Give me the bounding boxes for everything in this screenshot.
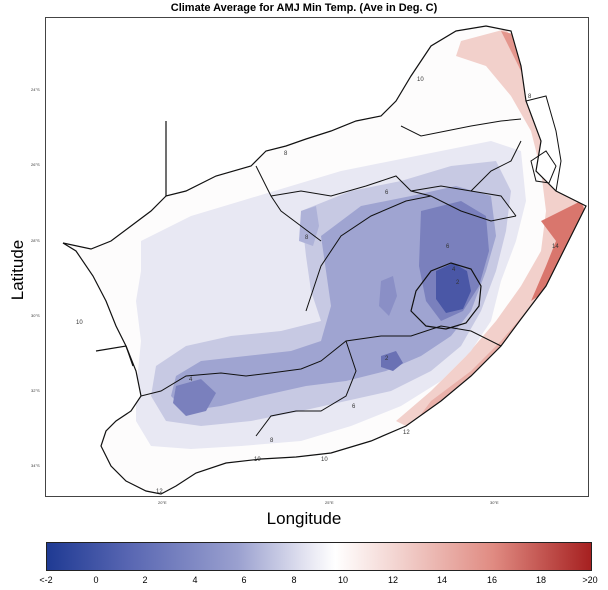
- contour-label: 2: [385, 356, 389, 362]
- contour-label: 12: [403, 430, 410, 436]
- colorbar: [46, 542, 592, 571]
- map-plot-area: 10 8 6 8 6 4 2 8 10 14 2 4 6 8 10 10 12 …: [45, 17, 589, 497]
- contour-label: 14: [552, 244, 559, 250]
- colorbar-label: >20: [582, 575, 598, 585]
- map-svg: 10 8 6 8 6 4 2 8 10 14 2 4 6 8 10 10 12 …: [62, 25, 587, 495]
- contour-label: 10: [417, 77, 424, 83]
- colorbar-label: <-2: [39, 575, 53, 585]
- contour-label: 6: [446, 244, 450, 250]
- colorbar-label: 12: [387, 575, 399, 585]
- y-tick-label: 32°S: [31, 388, 40, 393]
- contour-label: 4: [452, 267, 456, 273]
- colorbar-label: 2: [142, 575, 148, 585]
- contour-label: 8: [528, 94, 532, 100]
- colorbar-label: 6: [241, 575, 247, 585]
- x-axis-label: Longitude: [266, 509, 342, 528]
- colorbar-label: 8: [291, 575, 297, 585]
- colorbar-label: 0: [93, 575, 99, 585]
- y-axis-label: Latitude: [8, 239, 27, 301]
- colorbar-label: 16: [486, 575, 498, 585]
- contour-label: 4: [189, 377, 193, 383]
- colorbar-label: 10: [337, 575, 349, 585]
- contour-label: 8: [284, 151, 288, 157]
- y-tick-label: 26°S: [31, 162, 40, 167]
- contour-labels: 10 8 6 8 6 4 2 8 10 14 2 4 6 8 10 10 12 …: [76, 77, 559, 495]
- contour-label: 6: [385, 190, 389, 196]
- map-title: Climate Average for AMJ Min Temp. (Ave i…: [170, 2, 438, 14]
- contour-label: 6: [352, 404, 356, 410]
- y-tick-label: 34°S: [31, 463, 40, 468]
- y-tick-label: 24°S: [31, 87, 40, 92]
- contour-label: 10: [321, 457, 328, 463]
- contour-label: 8: [270, 438, 274, 444]
- colorbar-label: 14: [436, 575, 448, 585]
- x-tick-label: 25°E: [325, 500, 334, 505]
- contour-label: 2: [456, 280, 460, 286]
- y-axis-label-container: Latitude: [4, 240, 34, 301]
- country-borders: [62, 25, 587, 495]
- colorbar-label: 4: [192, 575, 198, 585]
- y-tick-label: 30°S: [31, 313, 40, 318]
- colorbar-label: 18: [535, 575, 547, 585]
- y-tick-label: 28°S: [31, 238, 40, 243]
- contour-label: 10: [76, 320, 83, 326]
- x-tick-label: 30°E: [490, 500, 499, 505]
- contour-label: 10: [254, 457, 261, 463]
- contour-label: 8: [305, 235, 309, 241]
- land-temperature-fill: [63, 26, 586, 494]
- x-tick-label: 20°E: [158, 500, 167, 505]
- contour-label: 12: [156, 489, 163, 495]
